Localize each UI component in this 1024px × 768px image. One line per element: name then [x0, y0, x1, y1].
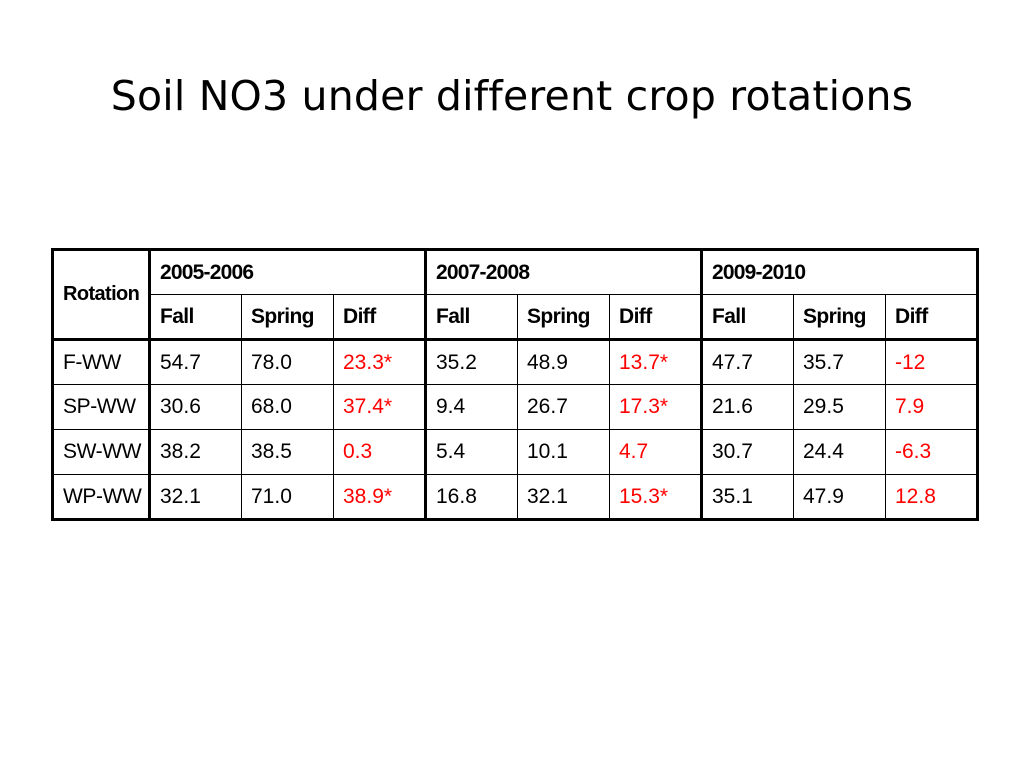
diff-cell: 23.3* [333, 339, 426, 385]
year-header-2005-2006: 2005-2006 [148, 249, 426, 295]
spring-header: Spring [793, 294, 886, 341]
table-cell: 30.7 [700, 429, 794, 475]
table-row: F-WW 54.7 78.0 23.3* 35.2 48.9 13.7* 47.… [52, 339, 978, 385]
table-row: SP-WW 30.6 68.0 37.4* 9.4 26.7 17.3* 21.… [52, 384, 978, 430]
table-cell: 29.5 [793, 384, 886, 430]
season-header-row: Fall Spring Diff Fall Spring Diff Fall S… [53, 294, 978, 341]
table-row: WP-WW 32.1 71.0 38.9* 16.8 32.1 15.3* 35… [52, 474, 978, 520]
year-header-2007-2008: 2007-2008 [424, 249, 702, 295]
table-cell: 35.1 [700, 474, 794, 520]
diff-cell: -12 [885, 339, 978, 385]
spring-header: Spring [241, 294, 334, 341]
table-cell: 71.0 [241, 474, 334, 520]
diff-cell: 37.4* [333, 384, 426, 430]
rotation-column-header: Rotation [52, 249, 150, 341]
table-row: SW-WW 38.2 38.5 0.3 5.4 10.1 4.7 30.7 24… [52, 429, 978, 475]
table-cell: 54.7 [148, 339, 242, 385]
diff-cell: 12.8 [885, 474, 978, 520]
table-cell: 35.7 [793, 339, 886, 385]
table-cell: 78.0 [241, 339, 334, 385]
table-cell: 30.6 [148, 384, 242, 430]
year-header-2009-2010: 2009-2010 [700, 249, 978, 295]
fall-header: Fall [148, 294, 242, 341]
table-cell: 5.4 [424, 429, 518, 475]
table-cell: 47.9 [793, 474, 886, 520]
table-cell: 35.2 [424, 339, 518, 385]
table-cell: 10.1 [517, 429, 610, 475]
table-cell: 24.4 [793, 429, 886, 475]
diff-cell: 7.9 [885, 384, 978, 430]
table-cell: 38.2 [148, 429, 242, 475]
table-cell: 47.7 [700, 339, 794, 385]
row-label-f-ww: F-WW [52, 339, 150, 385]
fall-header: Fall [700, 294, 794, 341]
table-cell: 32.1 [517, 474, 610, 520]
soil-no3-table: Rotation 2005-2006 2007-2008 2009-2010 F… [51, 248, 979, 521]
rotation-table-container: Rotation 2005-2006 2007-2008 2009-2010 F… [51, 248, 979, 521]
table-cell: 26.7 [517, 384, 610, 430]
row-label-sp-ww: SP-WW [52, 384, 150, 430]
diff-cell: 15.3* [609, 474, 702, 520]
spring-header: Spring [517, 294, 610, 341]
table-cell: 16.8 [424, 474, 518, 520]
diff-header: Diff [609, 294, 702, 341]
diff-cell: 13.7* [609, 339, 702, 385]
diff-cell: 0.3 [333, 429, 426, 475]
row-label-sw-ww: SW-WW [52, 429, 150, 475]
row-label-wp-ww: WP-WW [52, 474, 150, 520]
slide-title: Soil NO3 under different crop rotations [110, 72, 914, 120]
fall-header: Fall [424, 294, 518, 341]
table-cell: 9.4 [424, 384, 518, 430]
table-cell: 32.1 [148, 474, 242, 520]
table-cell: 68.0 [241, 384, 334, 430]
diff-cell: 4.7 [609, 429, 702, 475]
diff-cell: 17.3* [609, 384, 702, 430]
diff-header: Diff [885, 294, 978, 341]
diff-header: Diff [333, 294, 426, 341]
table-cell: 21.6 [700, 384, 794, 430]
table-cell: 48.9 [517, 339, 610, 385]
table-cell: 38.5 [241, 429, 334, 475]
diff-cell: -6.3 [885, 429, 978, 475]
year-header-row: Rotation 2005-2006 2007-2008 2009-2010 [52, 249, 978, 341]
diff-cell: 38.9* [333, 474, 426, 520]
